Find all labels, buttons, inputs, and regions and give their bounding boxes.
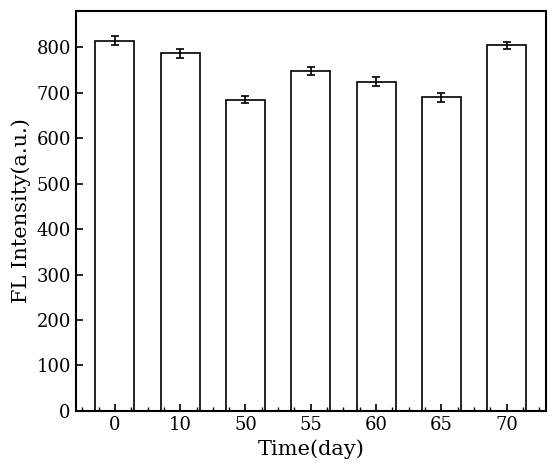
Bar	[356, 81, 395, 411]
Bar	[95, 40, 134, 411]
Bar	[226, 100, 265, 411]
Y-axis label: FL Intensity(a.u.): FL Intensity(a.u.)	[11, 118, 31, 304]
Bar	[291, 71, 330, 411]
X-axis label: Time(day): Time(day)	[257, 439, 364, 459]
Bar	[422, 97, 461, 411]
Bar	[160, 54, 200, 411]
Bar	[487, 45, 526, 411]
